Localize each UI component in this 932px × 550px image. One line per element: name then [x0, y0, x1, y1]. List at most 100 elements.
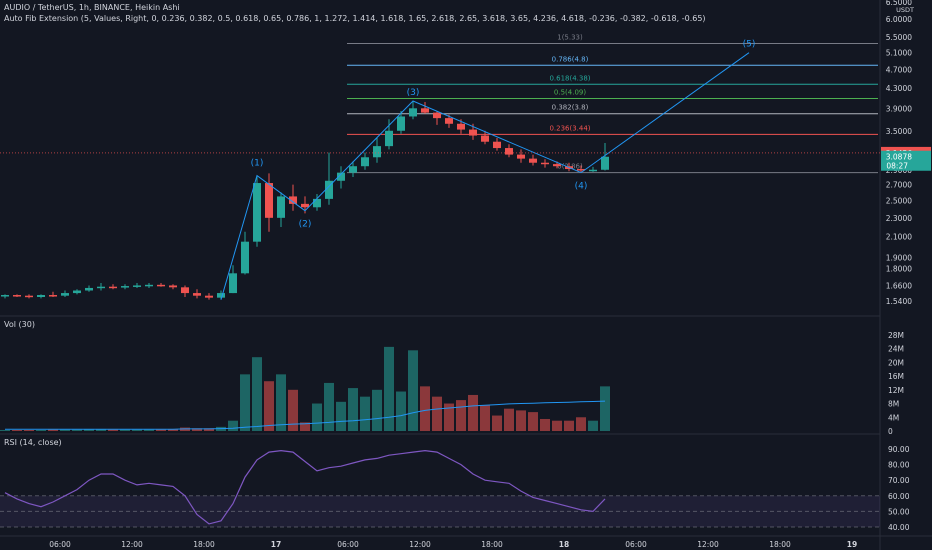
volume-bar[interactable] — [336, 401, 346, 431]
candle-series[interactable] — [1, 101, 609, 300]
volume-bar[interactable] — [168, 429, 178, 431]
candle-body[interactable] — [313, 198, 321, 208]
volume-bar[interactable] — [24, 429, 34, 431]
volume-bar[interactable] — [540, 418, 550, 431]
volume-bar[interactable] — [504, 408, 514, 431]
volume-bar[interactable] — [480, 405, 490, 431]
volume-bar[interactable] — [264, 381, 274, 431]
candle-body[interactable] — [589, 169, 597, 172]
volume-bar[interactable] — [564, 420, 574, 431]
volume-bar[interactable] — [204, 428, 214, 431]
volume-bar[interactable] — [156, 429, 166, 431]
rsi-line[interactable] — [4, 449, 606, 525]
candle-body[interactable] — [325, 180, 333, 199]
indicator-legend[interactable]: Auto Fib Extension (5, Values, Right, 0,… — [4, 14, 706, 23]
volume-bar[interactable] — [420, 386, 430, 431]
candle-body[interactable] — [229, 273, 237, 294]
rsi-pane-label[interactable]: RSI (14, close) — [4, 438, 62, 447]
volume-bar[interactable] — [228, 420, 238, 431]
volume-bar[interactable] — [600, 386, 610, 431]
volume-bar[interactable] — [468, 394, 478, 431]
candle-body[interactable] — [265, 183, 273, 218]
candle-body[interactable] — [529, 158, 537, 163]
candle-body[interactable] — [181, 287, 189, 294]
rsi-series[interactable] — [0, 449, 880, 528]
candle-body[interactable] — [205, 295, 213, 298]
volume-bar[interactable] — [96, 429, 106, 431]
candle-body[interactable] — [145, 284, 153, 287]
volume-bar[interactable] — [408, 350, 418, 431]
candle-body[interactable] — [469, 129, 477, 136]
candle-body[interactable] — [49, 295, 57, 297]
volume-bar[interactable] — [312, 403, 322, 431]
candle-body[interactable] — [493, 141, 501, 149]
volume-ma-line[interactable] — [5, 400, 606, 430]
candle-body[interactable] — [541, 162, 549, 165]
volume-bar[interactable] — [120, 429, 130, 431]
candle-body[interactable] — [157, 284, 165, 287]
volume-bar[interactable] — [576, 417, 586, 431]
candle-body[interactable] — [433, 112, 441, 119]
candle-body[interactable] — [25, 295, 33, 298]
candle-body[interactable] — [349, 166, 357, 173]
volume-bar[interactable] — [588, 420, 598, 431]
candle-body[interactable] — [601, 156, 609, 170]
candle-body[interactable] — [517, 154, 525, 159]
candle-body[interactable] — [481, 135, 489, 142]
candle-body[interactable] — [385, 130, 393, 147]
volume-bar[interactable] — [108, 429, 118, 431]
candle-body[interactable] — [241, 241, 249, 274]
volume-bar[interactable] — [396, 391, 406, 431]
candle-body[interactable] — [73, 290, 81, 294]
volume-bar[interactable] — [348, 388, 358, 431]
candle-body[interactable] — [457, 123, 465, 130]
candle-body[interactable] — [505, 148, 513, 155]
candle-body[interactable] — [37, 295, 45, 297]
candle-body[interactable] — [253, 183, 261, 242]
volume-bar[interactable] — [276, 374, 286, 431]
volume-bar[interactable] — [528, 412, 538, 431]
volume-bar[interactable] — [552, 420, 562, 431]
candle-body[interactable] — [121, 286, 129, 288]
candle-body[interactable] — [361, 157, 369, 167]
volume-bar[interactable] — [360, 396, 370, 431]
candle-body[interactable] — [97, 286, 105, 289]
candle-body[interactable] — [217, 293, 225, 298]
candle-body[interactable] — [169, 285, 177, 288]
chart-symbol-title[interactable]: AUDIO / TetherUS, 1h, BINANCE, Heikin As… — [4, 3, 180, 12]
volume-pane-label[interactable]: Vol (30) — [4, 320, 35, 329]
candle-body[interactable] — [421, 108, 429, 113]
candle-body[interactable] — [577, 169, 585, 171]
candle-body[interactable] — [289, 196, 297, 204]
candle-body[interactable] — [301, 203, 309, 208]
candle-body[interactable] — [133, 285, 141, 287]
volume-bar[interactable] — [384, 346, 394, 431]
volume-bar[interactable] — [492, 415, 502, 431]
volume-bar[interactable] — [240, 374, 250, 431]
candle-body[interactable] — [61, 293, 69, 296]
candle-body[interactable] — [409, 108, 417, 117]
volume-bar[interactable] — [516, 410, 526, 431]
volume-bar[interactable] — [60, 429, 70, 431]
candle-body[interactable] — [13, 295, 21, 297]
volume-bar[interactable] — [288, 389, 298, 431]
candle-body[interactable] — [193, 293, 201, 296]
candle-body[interactable] — [373, 146, 381, 158]
volume-bar[interactable] — [12, 429, 22, 431]
candle-body[interactable] — [277, 196, 285, 218]
volume-bar[interactable] — [444, 403, 454, 431]
volume-bar[interactable] — [300, 422, 310, 431]
volume-bar[interactable] — [132, 429, 142, 431]
volume-series[interactable] — [0, 346, 610, 431]
candle-body[interactable] — [1, 295, 9, 297]
volume-bar[interactable] — [192, 428, 202, 431]
candle-body[interactable] — [553, 164, 561, 167]
volume-bar[interactable] — [84, 429, 94, 431]
candle-body[interactable] — [85, 287, 93, 291]
volume-bar[interactable] — [432, 396, 442, 431]
volume-bar[interactable] — [144, 429, 154, 431]
volume-bar[interactable] — [456, 400, 466, 431]
candle-body[interactable] — [109, 286, 117, 289]
volume-bar[interactable] — [372, 389, 382, 431]
